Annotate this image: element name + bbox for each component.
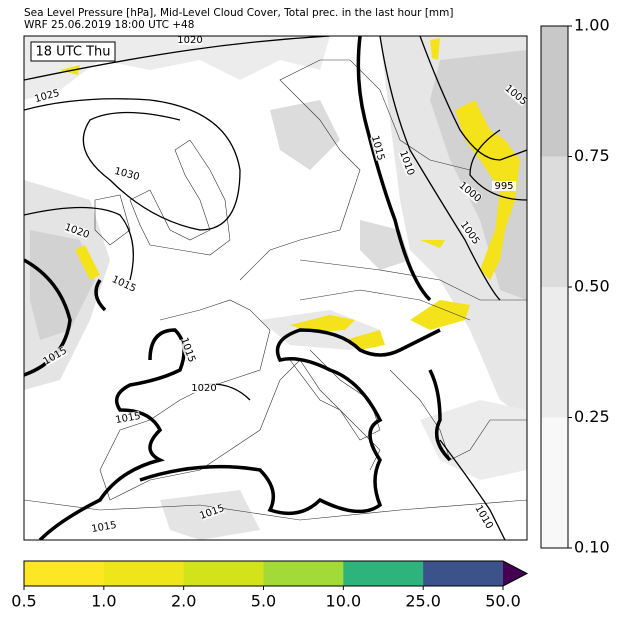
precip-colorbar: 0.5 1.0 2.0 5.0 10.0 25.0 50.0 xyxy=(11,560,529,611)
contour-label-bg xyxy=(370,135,386,161)
colorbar-label: 50.0 xyxy=(485,592,521,611)
contour-label: 1020 xyxy=(177,35,202,46)
colorbar-segment xyxy=(183,561,264,586)
colorbar-segment xyxy=(541,156,568,287)
contour-label-bg xyxy=(398,150,416,176)
colorbar-label: 0.25 xyxy=(574,407,610,426)
contour-label-bg xyxy=(457,180,483,204)
contour-label-bg xyxy=(34,88,60,104)
map-frame xyxy=(23,35,528,541)
colorbar-label: 0.5 xyxy=(11,592,36,611)
contour-label-bg xyxy=(199,503,225,521)
time-label-box xyxy=(30,41,116,62)
contour-label-bg xyxy=(473,504,495,530)
colorbar-label: 1.0 xyxy=(91,592,116,611)
time-label: 18 UTC Thu xyxy=(36,45,111,60)
title: Sea Level Pressure [hPa], Mid-Level Clou… xyxy=(24,7,454,19)
contour-label: 1020 xyxy=(191,383,216,394)
colorbar-extend xyxy=(503,561,527,586)
colorbar-segment xyxy=(343,561,424,586)
contour-label-bg xyxy=(42,345,68,367)
isobars xyxy=(24,36,527,540)
colorbar-label: 2.0 xyxy=(171,592,196,611)
colorbar-label: 10.0 xyxy=(326,592,362,611)
colorbar-label: 0.75 xyxy=(574,146,610,165)
subtitle: WRF 25.06.2019 18:00 UTC +48 xyxy=(24,19,194,31)
colorbar-label: 5.0 xyxy=(251,592,276,611)
cloud-colorbar: 1.00 0.75 0.50 0.25 0.10 xyxy=(540,16,610,557)
contour-label-bg xyxy=(192,383,216,393)
contour-label-bg xyxy=(459,220,481,246)
contour-label-bg xyxy=(178,36,202,45)
colorbar-label: 1.00 xyxy=(574,16,610,35)
contour-label: 995 xyxy=(494,181,513,192)
colorbar-label: 0.10 xyxy=(574,538,610,557)
colorbar-label: 25.0 xyxy=(405,592,441,611)
contour-label: 1015 xyxy=(91,520,118,535)
colorbar-segment xyxy=(541,287,568,418)
colorbar-label: 0.50 xyxy=(574,277,610,296)
colorbar-segment xyxy=(103,561,185,586)
contour-label: 1015 xyxy=(115,411,142,426)
colorbar-segment xyxy=(423,561,504,586)
colorbar-segment xyxy=(541,417,568,548)
contour-label-bg xyxy=(111,274,137,294)
colorbar-segment xyxy=(541,26,568,157)
contour-label-bg xyxy=(179,337,197,363)
contour-label-bg xyxy=(115,410,141,426)
contour-label-bg xyxy=(91,519,117,535)
colorbar-segment xyxy=(24,561,105,586)
contour-label-bg xyxy=(503,83,527,107)
colorbar-frame xyxy=(23,560,529,587)
contour-label-bg xyxy=(114,166,140,182)
contour-label-bg xyxy=(64,222,90,240)
coastlines xyxy=(24,59,527,521)
contour-label-bg xyxy=(492,181,516,191)
colorbar-segment xyxy=(263,561,344,586)
